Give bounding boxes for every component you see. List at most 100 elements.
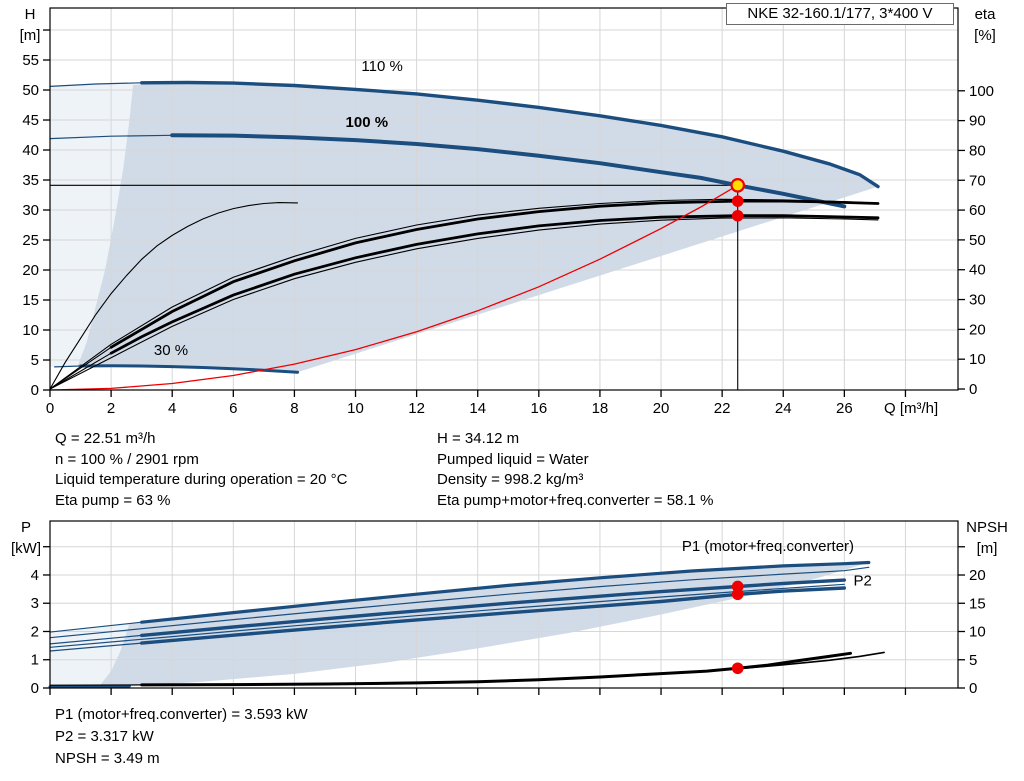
npsh-branch-curve xyxy=(644,651,885,676)
svg-text:50: 50 xyxy=(22,82,39,99)
info-liquid-temperature: Liquid temperature during operation = 20… xyxy=(55,471,348,488)
svg-text:10: 10 xyxy=(969,624,986,641)
p1-100-curve xyxy=(139,578,846,638)
svg-text:0: 0 xyxy=(31,382,39,399)
svg-text:4: 4 xyxy=(31,567,39,584)
h-axis-title: H [m] xyxy=(10,4,50,46)
svg-text:22: 22 xyxy=(714,400,731,417)
svg-text:55: 55 xyxy=(22,52,39,69)
svg-text:6: 6 xyxy=(229,400,237,417)
power-npsh-chart: 0 1 2 3 4 0 5 10 15 20 P1 (motor+freq.converter) P2 xyxy=(31,520,986,697)
svg-text:70: 70 xyxy=(969,172,986,189)
svg-text:1: 1 xyxy=(31,652,39,669)
eta-axis-title-line1: eta xyxy=(974,6,996,23)
svg-text:12: 12 xyxy=(408,400,425,417)
p2-30-stub-curve xyxy=(48,684,131,689)
svg-text:80: 80 xyxy=(969,142,986,159)
svg-text:45: 45 xyxy=(22,112,39,129)
eta-axis-title: eta [%] xyxy=(962,4,1008,46)
q-axis-title: Q [m³/h] xyxy=(884,398,974,419)
npsh-axis-title-line1: NPSH xyxy=(966,519,1008,536)
svg-text:18: 18 xyxy=(592,400,609,417)
eta-pump-thin-curve xyxy=(49,198,879,390)
power-envelope-pale xyxy=(50,623,130,688)
info-head: H = 34.12 m xyxy=(437,430,520,447)
svg-text:10: 10 xyxy=(22,322,39,339)
curve-label-110-: 110 % xyxy=(361,58,402,75)
svg-text:25: 25 xyxy=(22,232,39,249)
npsh-axis-title-line2: [m] xyxy=(976,540,998,557)
svg-text:35: 35 xyxy=(22,172,39,189)
svg-text:8: 8 xyxy=(290,400,298,417)
duty-point-dot xyxy=(731,209,744,222)
svg-text:20: 20 xyxy=(653,400,670,417)
power-npsh-chart-tick-labels: 0 1 2 3 4 0 5 10 15 20 xyxy=(31,567,986,697)
system-curve xyxy=(49,184,739,391)
svg-text:24: 24 xyxy=(775,400,792,417)
duty-point-dot xyxy=(731,588,744,601)
info-npsh: NPSH = 3.49 m xyxy=(55,750,160,767)
svg-text:3: 3 xyxy=(31,595,39,612)
svg-text:0: 0 xyxy=(969,381,977,398)
svg-text:0: 0 xyxy=(969,680,977,697)
eta-axis-title-line2: [%] xyxy=(974,27,996,44)
p-axis-title: P [kW] xyxy=(4,517,48,559)
q-axis-title-text: Q [m³/h] xyxy=(884,400,939,417)
svg-text:100: 100 xyxy=(969,83,994,100)
envelope-pale xyxy=(50,82,134,367)
p-thin-upper-curve xyxy=(49,566,870,639)
svg-text:20: 20 xyxy=(969,567,986,584)
info-speed: n = 100 % / 2901 rpm xyxy=(55,450,199,468)
curve-label-30-: 30 % xyxy=(154,342,188,359)
svg-text:14: 14 xyxy=(469,400,486,417)
duty-point-info-right: H = 34.12 m Pumped liquid = Water Densit… xyxy=(437,429,713,511)
p-axis-title-line2: [kW] xyxy=(11,540,41,557)
h-axis-title-line1: H xyxy=(24,6,36,23)
svg-text:16: 16 xyxy=(530,400,547,417)
svg-text:40: 40 xyxy=(969,262,986,279)
info-flow: Q = 22.51 m³/h xyxy=(55,430,156,447)
svg-text:10: 10 xyxy=(969,351,986,368)
svg-text:0: 0 xyxy=(31,680,39,697)
npsh-curve xyxy=(140,651,852,687)
operating-point-marker xyxy=(730,177,746,193)
svg-text:10: 10 xyxy=(347,400,364,417)
info-eta-total: Eta pump+motor+freq.converter = 58.1 % xyxy=(437,491,714,509)
eta-total-curve xyxy=(109,214,880,355)
p1-110-curve xyxy=(140,560,871,624)
svg-text:5: 5 xyxy=(969,652,977,669)
svg-text:2: 2 xyxy=(107,400,115,417)
speed-110-curve xyxy=(139,80,880,189)
info-p1: P1 (motor+freq.converter) = 3.593 kW xyxy=(55,706,308,723)
info-p2: P2 = 3.317 kW xyxy=(55,728,154,745)
power-envelope-main xyxy=(98,562,869,687)
p2-100-curve xyxy=(139,586,846,645)
svg-text:90: 90 xyxy=(969,113,986,130)
power-npsh-chart-curves xyxy=(48,560,885,689)
power-npsh-chart-frame xyxy=(49,520,959,689)
svg-text:30: 30 xyxy=(969,292,986,309)
svg-text:26: 26 xyxy=(836,400,853,417)
svg-text:60: 60 xyxy=(969,202,986,219)
p-axis-title-line1: P xyxy=(20,519,31,536)
hq-chart-tick-labels: 0510152025303540455055010203040506070809… xyxy=(22,52,994,417)
hq-chart-grid xyxy=(50,8,958,390)
svg-text:0: 0 xyxy=(46,400,54,417)
duty-point-dot xyxy=(731,195,744,207)
speed-30-curve xyxy=(79,364,299,374)
pump-designation-box: NKE 32-160.1/177, 3*400 V xyxy=(726,3,954,25)
pump-designation-text: NKE 32-160.1/177, 3*400 V xyxy=(747,5,933,22)
h-axis-title-line2: [m] xyxy=(19,27,41,44)
duty-point-info-left: Q = 22.51 m³/h n = 100 % / 2901 rpm Liqu… xyxy=(55,429,347,511)
svg-text:5: 5 xyxy=(31,352,39,369)
eta-total-thin-curve xyxy=(49,217,879,390)
duty-point-dot xyxy=(731,662,744,675)
curve-label-p1-motor-freq-converter-: P1 (motor+freq.converter) xyxy=(682,538,854,555)
npsh-axis-title: NPSH [m] xyxy=(956,517,1018,559)
svg-text:30: 30 xyxy=(22,202,39,219)
svg-text:15: 15 xyxy=(969,595,986,612)
svg-text:4: 4 xyxy=(168,400,176,417)
info-density: Density = 998.2 kg/m³ xyxy=(437,471,584,488)
hq-chart: 0510152025303540455055010203040506070809… xyxy=(22,7,994,417)
